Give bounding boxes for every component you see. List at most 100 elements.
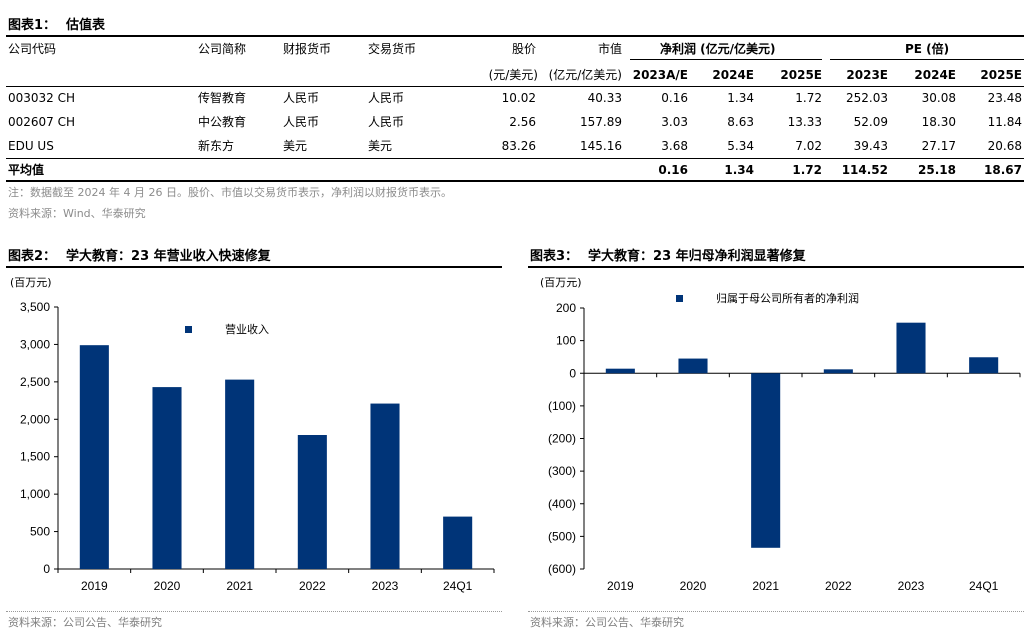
header-net-profit-group: 净利润 (亿元/亿美元) [660, 42, 776, 56]
fig3-x-tick-label: 2022 [825, 579, 852, 593]
header-mktcap-unit: (亿元/亿美元) [548, 68, 622, 82]
fig3-y-tick-label: (600) [548, 562, 576, 576]
header-pe-group: PE (倍) [905, 42, 950, 56]
fig3-y-tick-label: 100 [556, 334, 576, 348]
row-code: 003032 CH [8, 91, 76, 105]
row-code: 002607 CH [8, 115, 76, 129]
fig3-title: 图表3： 学大教育：23 年归母净利润显著修复 [530, 245, 806, 264]
fig3-bottom-rule [528, 611, 1024, 612]
fig3-x-tick-label: 2021 [752, 579, 779, 593]
fig3-y-tick-label: (300) [548, 464, 576, 478]
fig2-x-tick-label: 2019 [81, 579, 108, 593]
fig3-y-tick-label: (400) [548, 497, 576, 511]
row-np-2025: 1.72 [795, 91, 822, 105]
fig3-x-tick-label: 2020 [680, 579, 707, 593]
fig2-x-tick-label: 24Q1 [443, 579, 473, 593]
row-pe-2023: 52.09 [853, 115, 888, 129]
avg-pe-2023: 114.52 [841, 163, 888, 177]
fig3-y-tick-label: 0 [569, 366, 576, 380]
row-pe-2025: 11.84 [987, 115, 1022, 129]
fig2-bar [152, 387, 182, 569]
row-price: 83.26 [501, 139, 536, 153]
table-top-rule [6, 35, 1024, 37]
header-year-3: 2025E [780, 68, 822, 82]
row-np-2025: 7.02 [795, 139, 822, 153]
row-np-2023: 3.03 [661, 115, 688, 129]
fig2-x-tick-label: 2020 [154, 579, 181, 593]
row-report-ccy: 人民币 [283, 115, 320, 129]
row-code: EDU US [8, 139, 54, 153]
avg-np-2023: 0.16 [658, 163, 688, 177]
fig3-x-tick-label: 2023 [898, 579, 925, 593]
row-pe-2024: 18.30 [921, 115, 956, 129]
header-year-4: 2023E [846, 68, 888, 82]
row-np-2025: 13.33 [787, 115, 822, 129]
fig2-bar [443, 516, 473, 569]
row-mktcap: 40.33 [587, 91, 622, 105]
fig3-bar [823, 369, 853, 374]
pe-group-rule [830, 59, 1024, 60]
row-price: 2.56 [509, 115, 536, 129]
table-source: 资料来源：Wind、华泰研究 [8, 207, 146, 220]
table-title: 图表1： 估值表 [8, 14, 105, 33]
fig2-bar [225, 379, 255, 569]
fig3-x-tick-label: 24Q1 [969, 579, 999, 593]
header-code: 公司代码 [8, 42, 57, 56]
fig3-y-tick-label: 200 [556, 301, 576, 315]
fig3-bar [969, 357, 999, 374]
table-title-text: 估值表 [66, 18, 106, 33]
fig2-x-tick-label: 2021 [226, 579, 253, 593]
header-year-5: 2024E [914, 68, 956, 82]
fig2-label: 图表2： [8, 249, 57, 264]
fig2-x-tick-label: 2023 [372, 579, 399, 593]
header-trade-ccy: 交易货币 [368, 42, 417, 56]
header-report-ccy: 财报货币 [283, 42, 332, 56]
row-pe-2023: 39.43 [853, 139, 888, 153]
table-note: 注：数据截至 2024 年 4 月 26 日。股价、市值以交易货币表示，净利润以… [8, 186, 452, 199]
row-np-2024: 5.34 [727, 139, 754, 153]
fig3-label: 图表3： [530, 249, 579, 264]
fig2-bar [370, 403, 400, 569]
fig2-source: 资料来源：公司公告、华泰研究 [8, 616, 162, 629]
fig2-bar [79, 345, 109, 569]
avg-pe-2024: 25.18 [918, 163, 956, 177]
row-trade-ccy: 人民币 [368, 91, 405, 105]
fig2-x-tick-label: 2022 [299, 579, 326, 593]
row-pe-2024: 30.08 [921, 91, 956, 105]
row-np-2023: 0.16 [661, 91, 688, 105]
fig3-y-tick-label: (500) [548, 529, 576, 543]
row-name: 新东方 [198, 139, 235, 153]
fig3-y-tick-label: (200) [548, 432, 576, 446]
fig3-source: 资料来源：公司公告、华泰研究 [530, 616, 684, 629]
fig2-y-tick-label: 2,000 [20, 412, 50, 426]
fig2-title-text: 学大教育：23 年营业收入快速修复 [66, 249, 271, 264]
fig3-x-tick-label: 2019 [607, 579, 634, 593]
row-price: 10.02 [501, 91, 536, 105]
fig2-y-tick-label: 500 [30, 525, 50, 539]
row-mktcap: 145.16 [580, 139, 622, 153]
row-trade-ccy: 人民币 [368, 115, 405, 129]
fig2-y-tick-label: 3,000 [20, 337, 50, 351]
fig2-bottom-rule [6, 611, 502, 612]
header-mktcap: 市值 [597, 42, 622, 56]
row-name: 传智教育 [198, 91, 247, 105]
fig3-bar [605, 368, 635, 374]
fig2-y-tick-label: 1,000 [20, 487, 50, 501]
row-pe-2023: 252.03 [846, 91, 888, 105]
row-report-ccy: 人民币 [283, 91, 320, 105]
row-np-2024: 1.34 [727, 91, 754, 105]
header-year-1: 2023A/E [632, 68, 688, 82]
fig2-legend-swatch [185, 326, 192, 333]
fig3-legend-label: 归属于母公司所有者的净利润 [716, 291, 859, 305]
row-mktcap: 157.89 [580, 115, 622, 129]
fig2-legend-label: 营业收入 [225, 322, 269, 336]
fig2-y-tick-label: 1,500 [20, 450, 50, 464]
fig3-bar [896, 322, 926, 374]
fig3-bar [751, 373, 781, 548]
header-bottom-rule [6, 86, 1024, 87]
fig3-bar [678, 358, 708, 374]
row-pe-2025: 23.48 [987, 91, 1022, 105]
row-name: 中公教育 [198, 115, 247, 129]
row-np-2023: 3.68 [661, 139, 688, 153]
fig3-unit: (百万元) [540, 276, 582, 289]
